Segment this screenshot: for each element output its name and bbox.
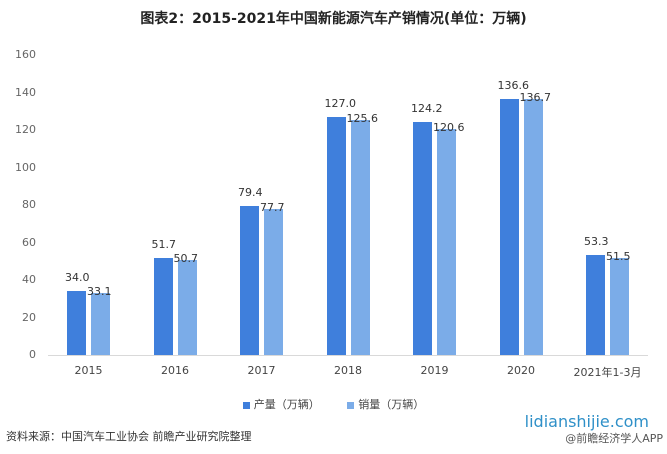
y-tick-label: 160: [15, 48, 36, 61]
legend-label-sales: 销量（万辆）: [358, 398, 425, 411]
y-tick-label: 40: [22, 273, 36, 286]
sales-swatch-icon: [347, 401, 355, 409]
value-label-sales: 125.6: [346, 111, 379, 125]
bar-sales: [177, 259, 197, 355]
x-tick-label: 2018: [334, 364, 362, 377]
watermark-site: lidianshijie.com: [524, 412, 649, 431]
value-label-sales: 51.5: [606, 250, 631, 264]
watermark-app: @前瞻经济学人APP: [565, 432, 663, 445]
bar-sales: [264, 209, 283, 355]
value-label-sales: 50.7: [173, 251, 199, 265]
source-note: 资料来源：中国汽车工业协会 前瞻产业研究院整理: [6, 430, 252, 443]
x-tick-label: 2020: [507, 364, 535, 377]
bar-sales: [437, 128, 456, 355]
value-label-production: 79.4: [238, 186, 263, 200]
legend-item-production: 产量（万辆）: [242, 396, 320, 412]
value-label-production: 34.0: [65, 271, 90, 285]
y-tick-label: 100: [15, 160, 36, 174]
value-label-sales: 120.6: [433, 120, 465, 134]
x-tick-label: 2017: [247, 364, 276, 377]
value-label-production: 51.7: [151, 238, 177, 252]
bar-production: [326, 116, 346, 355]
value-label-production: 127.0: [324, 96, 357, 110]
y-tick-label: 120: [15, 123, 36, 136]
legend: 产量（万辆） 销量（万辆）: [0, 396, 667, 412]
x-tick-label: 2015: [74, 364, 103, 377]
value-label-production: 53.3: [584, 235, 609, 249]
value-label-sales: 33.1: [87, 284, 112, 298]
value-label-production: 136.6: [497, 78, 530, 92]
bar-production: [240, 206, 259, 355]
bar-production: [413, 122, 432, 355]
bar-sales: [610, 258, 629, 355]
y-tick-label: 80: [22, 198, 36, 211]
production-swatch-icon: [242, 401, 250, 409]
x-tick-label: 2019: [420, 364, 449, 377]
bar-production: [586, 255, 605, 355]
bar-production: [67, 291, 86, 355]
value-label-sales: 77.7: [260, 201, 285, 215]
bar-sales: [350, 119, 370, 355]
x-tick-label: 2016: [161, 364, 189, 377]
x-tick-label: 2021年1-3月: [573, 366, 642, 379]
legend-item-sales: 销量（万辆）: [347, 396, 424, 412]
chart-title: 图表2：2015-2021年中国新能源汽车产销情况(单位：万辆): [140, 11, 527, 27]
bar-sales: [91, 292, 110, 355]
value-label-sales: 136.7: [519, 90, 552, 104]
y-tick-label: 140: [15, 85, 36, 99]
legend-label-production: 产量（万辆）: [253, 398, 320, 411]
value-label-production: 124.2: [411, 102, 443, 116]
y-tick-label: 60: [22, 235, 36, 249]
y-tick-label: 20: [22, 310, 36, 324]
x-axis-line: [48, 355, 648, 356]
bar-sales: [523, 98, 543, 355]
y-tick-label: 0: [29, 348, 36, 361]
bar-production: [499, 98, 519, 355]
bar-production: [153, 258, 173, 355]
